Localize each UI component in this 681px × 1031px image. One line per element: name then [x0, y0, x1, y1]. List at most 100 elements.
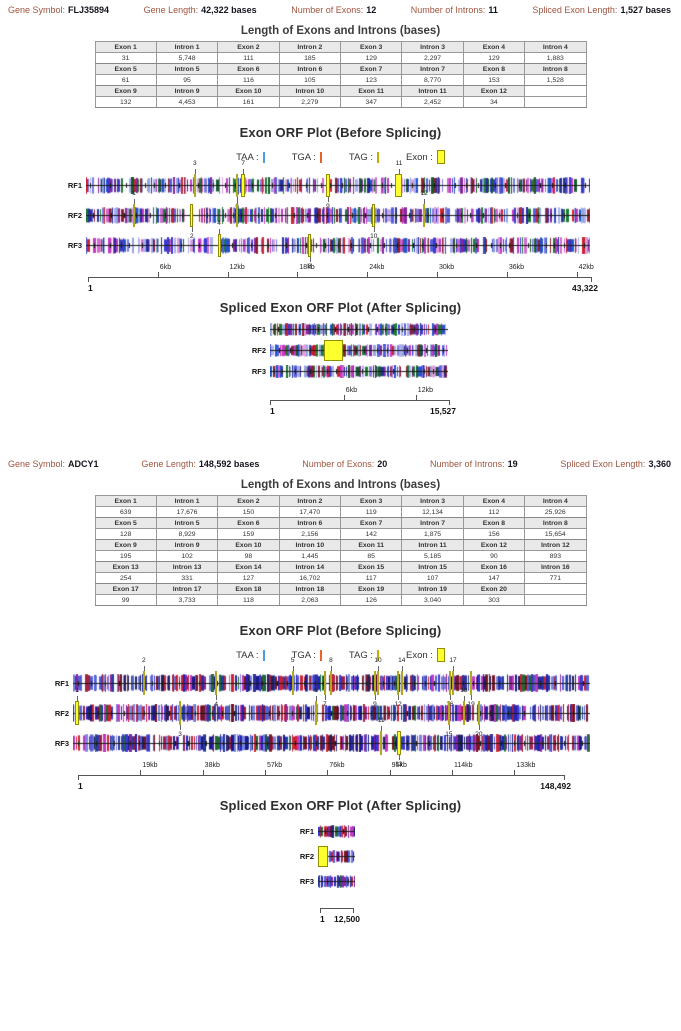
table-value-cell: 102: [155, 550, 219, 562]
exon-marker-number: 9: [326, 202, 330, 210]
table-value-cell: 117: [339, 572, 403, 584]
table-value-cell: 107: [401, 572, 464, 584]
exon-marker-number: 1: [132, 190, 136, 197]
table-value-cell: 111: [217, 52, 280, 64]
table-value-cell: 5,185: [401, 550, 464, 562]
table-header-cell: Exon 6: [217, 63, 280, 75]
table-value-cell: 893: [524, 550, 587, 562]
exon-marker-number: 11: [395, 160, 403, 167]
orf-track-row: RF1258101417479121619: [47, 657, 681, 707]
table-value-cell: 99: [94, 594, 157, 606]
table-value-cell: 90: [462, 550, 526, 562]
table-value-cell: 15,654: [524, 528, 587, 540]
table-header-cell: Exon 2: [217, 495, 280, 507]
exon-marker-box: [314, 701, 317, 725]
table-value-cell: 153: [462, 74, 526, 86]
intron-count-pair: Number of Introns: 11: [411, 5, 498, 15]
table-header-cell: Exon 17: [94, 583, 157, 595]
table-value-cell: 123: [339, 74, 403, 86]
gene-length-label: Gene Length:: [143, 5, 199, 15]
table-value-cell: 150: [217, 506, 280, 518]
table-header-cell: Intron 14: [278, 561, 342, 573]
table-value-cell: 1,528: [524, 74, 587, 86]
axis-start-label: 1: [320, 914, 325, 924]
exon-marker-line: [448, 724, 450, 730]
axis-tick-label: 6kb: [159, 264, 172, 271]
exon-marker-number: 3: [193, 160, 197, 167]
exon-marker-box: [470, 671, 473, 695]
gene-info-header: Gene Symbol: FLJ35894 Gene Length: 42,322 …: [0, 0, 681, 15]
intron-count-label: Number of Introns:: [410, 5, 486, 15]
table-header-cell: Intron 10: [278, 85, 342, 97]
gene-symbol-value: FLJ35894: [68, 5, 110, 15]
spliced-length-pair: Spliced Exon Length: 3,360: [560, 459, 671, 469]
table-value-cell: 1,445: [278, 550, 342, 562]
table-value-cell: [524, 594, 587, 606]
axis-line: [320, 908, 354, 909]
table-header-cell: Intron 1: [155, 495, 219, 507]
axis-tick: [576, 272, 578, 277]
axis-start-label: 1: [78, 781, 83, 791]
rf-label: RF2: [67, 211, 82, 220]
table-header-cell: Exon 3: [339, 41, 403, 53]
table-value-cell: 771: [524, 572, 587, 584]
table-header-cell: Intron 2: [278, 495, 342, 507]
exon-marker-line: [219, 229, 221, 235]
table-value-row: 639 17,676 150 17,470 119 12,134 112 25,926: [94, 506, 587, 518]
after-plot: RF1 RF2 RF3 1 12,500: [294, 825, 681, 926]
table-value-cell: 347: [339, 96, 403, 108]
orf-barcode-canvas: [73, 704, 590, 722]
axis-line: [78, 775, 565, 776]
exon-intron-table-body: Exon 1 Intron 1 Exon 2 Intron 2 Exon 3 Intron…: [94, 41, 587, 108]
table-header-cell: Exon 12: [462, 539, 526, 551]
legend-item-tga: TGA :: [292, 151, 322, 163]
after-plot-title: Spliced Exon ORF Plot (After Splicing): [219, 300, 462, 315]
axis-tick: [415, 395, 417, 400]
axis-tick: [297, 272, 299, 277]
exon-marker-box: [451, 671, 454, 695]
exon-marker-number: 7: [241, 160, 246, 167]
exon-marker-box: [377, 671, 380, 695]
table-header-row: Exon 1 Intron 1 Exon 2 Intron 2 Exon 3 Intron…: [94, 41, 587, 53]
exon-marker-line: [449, 694, 451, 700]
exon-marker-box: [447, 701, 450, 725]
exon-marker-box: [132, 204, 135, 227]
axis-tick: [437, 272, 439, 277]
spliced-track: [270, 340, 448, 361]
table-header-cell: Intron 9: [155, 539, 219, 551]
exon-marker-box: [462, 701, 465, 725]
spliced-barcode-canvas: [270, 365, 448, 378]
table-title: Length of Exons and Introns (bases): [240, 25, 441, 37]
table-value-cell: 639: [94, 506, 157, 518]
table-value-cell: 12,134: [401, 506, 464, 518]
exon-marker-line: [424, 199, 426, 205]
gene-symbol-pair: Gene Symbol: FLJ35894: [8, 5, 109, 15]
table-header-cell: Intron 18: [278, 583, 342, 595]
exon-marker-number: 8: [307, 262, 312, 270]
exon-label: Exon :: [406, 151, 433, 163]
exon-marker-number: 18: [460, 687, 468, 694]
table-value-cell: 156: [462, 528, 526, 540]
exon-marker-box: [380, 731, 383, 755]
table-value-cell: 147: [462, 572, 526, 584]
exon-count-value: 12: [366, 5, 377, 15]
table-header-cell: Intron 3: [401, 41, 464, 53]
taa-tick-icon: [262, 151, 265, 163]
table-value-cell: 85: [339, 550, 403, 562]
table-header-cell: Exon 4: [462, 495, 526, 507]
orf-track-row: RF1371169: [60, 160, 681, 209]
exon-marker-box: [215, 671, 218, 695]
table-value-row: 254 331 127 16,702 117 107 147 771: [94, 572, 587, 584]
before-plot: RF1258101417479121619RF2161831520RF31113…: [47, 657, 681, 793]
gene-length-pair: Gene Length: 148,592 bases: [141, 459, 259, 469]
exon-marker-number: 10: [374, 657, 382, 664]
gene-section-adcy1: Gene Symbol: ADCY1 Gene Length: 148,592 ba…: [0, 454, 681, 926]
axis-line: [270, 400, 450, 401]
table-value-cell: 129: [339, 52, 403, 64]
table-header-cell: Intron 11: [401, 85, 464, 97]
table-value-row: 128 8,929 159 2,156 142 1,875 156 15,654: [94, 528, 587, 540]
table-value-cell: 116: [217, 74, 280, 86]
exon-marker-box: [477, 701, 480, 725]
exon-marker-box: [241, 174, 246, 197]
rf-label: RF1: [299, 827, 314, 836]
